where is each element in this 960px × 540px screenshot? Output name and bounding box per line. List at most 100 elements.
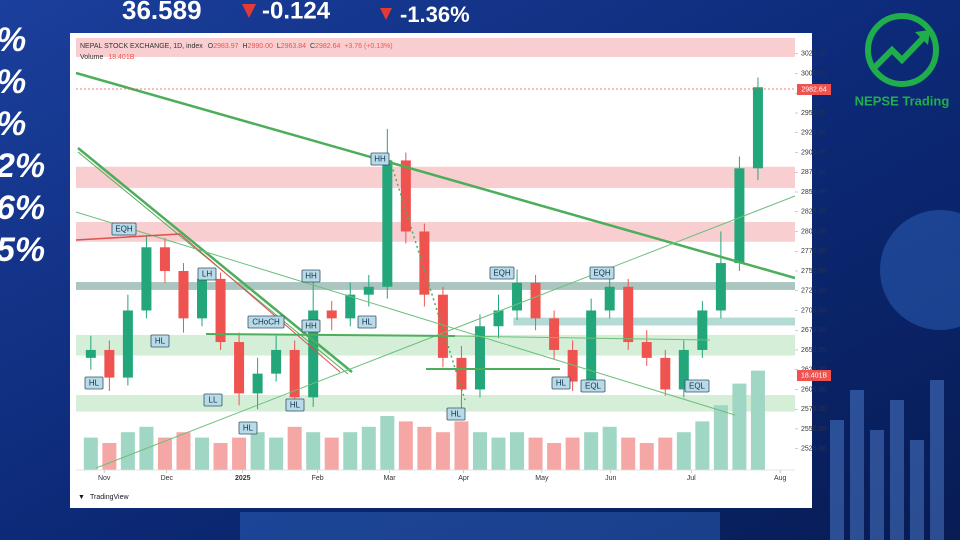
- annotation: HL: [556, 379, 567, 388]
- annotation-box: [301, 269, 321, 283]
- annotation-box: [357, 315, 377, 329]
- candle-body: [104, 349, 115, 378]
- brand-icon: ▼: [78, 494, 85, 501]
- volume-value: 18.401B: [108, 54, 134, 61]
- annotation-box: [84, 376, 104, 390]
- candle-body: [178, 270, 189, 319]
- candle-body: [623, 286, 634, 343]
- volume-bar: [343, 432, 358, 470]
- y-tick-label: 2925.00: [801, 130, 826, 137]
- y-tick-label: 2900.00: [801, 149, 826, 156]
- annotation: HL: [290, 401, 301, 410]
- annotation-box: [238, 421, 258, 435]
- x-tick-label: Jul: [687, 475, 696, 482]
- volume-bar: [435, 432, 450, 470]
- candle-body: [122, 310, 133, 378]
- candle-body: [456, 357, 467, 390]
- logo-text: NEPSE Trading: [855, 93, 950, 108]
- side-numbers: %%% 2% 6% 5%: [0, 21, 45, 269]
- annotation: CHoCH: [252, 318, 280, 327]
- volume-bar: [380, 416, 395, 470]
- x-tick-label: Feb: [312, 475, 324, 482]
- trendlines: [75, 71, 796, 469]
- candle-body: [141, 247, 152, 311]
- candle-body: [85, 349, 96, 358]
- annotation: HH: [305, 322, 317, 331]
- annotation: LL: [209, 396, 218, 405]
- logo: NEPSE Trading: [855, 13, 950, 108]
- candle-body: [752, 87, 763, 169]
- annotation: HL: [362, 318, 373, 327]
- candle-body: [512, 282, 523, 311]
- l-label: L: [277, 43, 281, 50]
- annotation-box: [684, 379, 710, 393]
- volume-tag-text: 18.401B: [801, 372, 827, 379]
- volume-bar: [472, 432, 487, 470]
- candle-body: [493, 310, 504, 327]
- candle-body: [252, 373, 263, 394]
- annotation-box: [285, 398, 305, 412]
- x-tick-label: 2025: [235, 475, 251, 482]
- annotation-box: [203, 393, 223, 407]
- volume-bar: [102, 443, 117, 470]
- y-tick-label: 2950.00: [801, 110, 826, 117]
- volume-bar: [621, 437, 636, 470]
- annotation-box: [446, 407, 466, 421]
- down-arrow: [242, 4, 256, 18]
- candle-body: [586, 310, 597, 382]
- x-tick-label: Apr: [458, 475, 470, 482]
- annotation: HL: [89, 379, 100, 388]
- candle-body: [604, 286, 615, 311]
- ticker-change: -0.124: [262, 0, 331, 24]
- volume-bar: [195, 437, 210, 470]
- annotation: HH: [374, 155, 386, 164]
- candle-body: [474, 326, 485, 390]
- candle-body: [697, 310, 708, 350]
- y-tick-label: 3000.00: [801, 70, 826, 77]
- volume-bar: [417, 426, 432, 470]
- chart-panel: [70, 33, 812, 508]
- annotation: EQH: [493, 269, 511, 278]
- zone: [76, 394, 795, 412]
- y-tick-label: 2750.00: [801, 268, 826, 275]
- side-number: %: [0, 105, 26, 143]
- o-label: O: [208, 43, 214, 50]
- volume-bar: [250, 432, 265, 470]
- annotation: EQL: [585, 382, 602, 391]
- candle-body: [215, 278, 226, 343]
- ticker-percent: -1.36%: [400, 2, 470, 27]
- price-tag: [797, 84, 831, 95]
- x-tick-label: May: [535, 475, 549, 482]
- candle-body: [308, 310, 319, 398]
- annotation-box: [301, 319, 321, 333]
- candle-body: [363, 286, 374, 295]
- volume-bar: [176, 432, 191, 470]
- annotation: EQH: [115, 225, 133, 234]
- candle-body: [715, 263, 726, 311]
- volume-bar: [528, 437, 543, 470]
- ticker-value: 36.589: [122, 0, 202, 25]
- zone: [76, 334, 795, 356]
- candle-body: [567, 349, 578, 382]
- candle-body: [234, 342, 245, 394]
- side-number: 5%: [0, 231, 45, 269]
- zone: [76, 38, 795, 57]
- candle-body: [197, 278, 208, 319]
- candle-body: [271, 349, 282, 374]
- volume-bar: [510, 432, 525, 470]
- down-arrow: [380, 8, 392, 20]
- annotation: EQH: [593, 269, 611, 278]
- x-tick-label: Nov: [98, 475, 111, 482]
- y-tick-label: 2875.00: [801, 169, 826, 176]
- plot: [76, 38, 795, 470]
- y-tick-label: 2700.00: [801, 307, 826, 314]
- annotation-box: [589, 266, 615, 280]
- volume-bar: [565, 437, 580, 470]
- x-tick-label: Aug: [774, 475, 787, 482]
- side-number: 2%: [0, 147, 45, 185]
- volume-bar: [658, 437, 673, 470]
- annotation: LH: [202, 270, 212, 279]
- low: 2963.84: [281, 43, 306, 50]
